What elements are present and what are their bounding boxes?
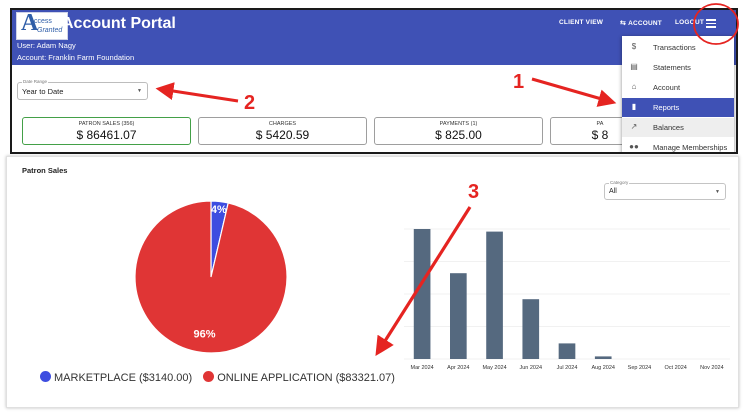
patron-sales-pie-chart: 4% 96%: [134, 200, 288, 354]
dollar-circle-icon: $: [631, 42, 637, 51]
hamburger-icon: [706, 19, 716, 21]
legend-swatch: [203, 371, 215, 382]
menu-item-reports[interactable]: ▮ Reports: [622, 98, 734, 117]
x-tick-label: Aug 2024: [591, 365, 615, 371]
bar-may-2024[interactable]: [486, 231, 503, 359]
x-tick-label: Mar 2024: [410, 365, 433, 371]
monthly-sales-bar-chart: Mar 2024 Apr 2024 May 2024 Jun 2024 Jul 2024…: [404, 228, 730, 371]
hamburger-menu-button[interactable]: [706, 18, 718, 28]
people-icon: ●●: [629, 142, 639, 151]
menu-item-balances[interactable]: ↗ Balances: [622, 118, 734, 137]
card-value: $ 825.00: [435, 128, 482, 142]
date-range-select[interactable]: Date Range Year to Date ▼: [17, 79, 148, 100]
annotation-number-1: 1: [513, 71, 525, 93]
card-label: PAYMENTS (1): [439, 121, 478, 127]
access-granted-logo[interactable]: A ccess Granted: [16, 10, 68, 40]
user-name: User: Adam Nagy: [17, 41, 76, 50]
annotation-number-2: 2: [244, 92, 256, 114]
bank-icon: ⌂: [631, 82, 637, 91]
pie-slice-label: 4%: [211, 204, 227, 216]
bar-aug-2024[interactable]: [594, 356, 612, 359]
card-label: CHARGES: [268, 121, 297, 127]
bar-apr-2024[interactable]: [450, 273, 467, 359]
patron-sales-screenshot: Patron Sales 4% 96% Category All ▼ Mar 20…: [6, 156, 739, 408]
section-title: Patron Sales: [22, 166, 68, 175]
page-title: Account Portal: [62, 15, 176, 32]
x-tick-label: Jul 2024: [557, 365, 578, 371]
account-name: Account: Franklin Farm Foundation: [17, 53, 135, 62]
category-select[interactable]: Category All ▼: [604, 180, 726, 200]
x-tick-label: Apr 2024: [447, 365, 469, 371]
date-range-value: Year to Date: [22, 87, 64, 96]
pie-slice-label: 96%: [193, 329, 215, 341]
logout-button[interactable]: LOGOUT: [675, 19, 705, 26]
trend-line-icon: ↗: [630, 122, 638, 131]
category-label: Category: [609, 180, 630, 185]
account-button[interactable]: ⇆ ACCOUNT: [620, 20, 662, 27]
payments-card[interactable]: PAYMENTS (1) $ 825.00: [374, 117, 543, 145]
bar-chart-icon: ▮: [631, 102, 637, 111]
card-value: $ 5420.59: [255, 128, 310, 142]
x-tick-label: Oct 2024: [665, 365, 687, 371]
x-tick-label: Nov 2024: [700, 365, 724, 371]
caret-down-icon: ▼: [137, 88, 142, 94]
x-tick-label: Jun 2024: [519, 365, 542, 371]
pie-slice-1[interactable]: [134, 200, 288, 354]
menu-item-account[interactable]: ⌂ Account: [622, 78, 734, 97]
x-tick-label: Sep 2024: [628, 365, 652, 371]
pie-legend: MARKETPLACE ($3140.00) ONLINE APPLICATIO…: [40, 371, 403, 384]
legend-item-marketplace[interactable]: MARKETPLACE ($3140.00): [40, 371, 192, 384]
charges-card[interactable]: CHARGES $ 5420.59: [198, 117, 367, 145]
menu-item-statements[interactable]: ▤ Statements: [630, 62, 691, 72]
legend-item-online-application[interactable]: ONLINE APPLICATION ($83321.07): [203, 371, 395, 384]
menu-item-transactions[interactable]: $ Transactions: [622, 38, 734, 57]
client-view-button[interactable]: CLIENT VIEW: [559, 19, 604, 26]
annotation-number-3: 3: [468, 181, 480, 203]
card-value: $ 86461.07: [76, 128, 137, 142]
app-header: A ccess Granted Account Portal User: Ada…: [12, 10, 736, 65]
card-value: $ 8: [591, 128, 609, 142]
legend-swatch: [40, 371, 51, 382]
account-portal-screenshot: A ccess Granted Account Portal User: Ada…: [10, 8, 738, 154]
card-label: PATRON SALES (356): [78, 121, 135, 127]
date-range-label: Date Range: [22, 79, 49, 84]
swap-icon: ⇆: [620, 20, 627, 27]
patron-sales-card[interactable]: PATRON SALES (356) $ 86461.07: [22, 117, 191, 145]
bar-mar-2024[interactable]: [413, 229, 431, 359]
category-value: All: [609, 188, 617, 195]
x-tick-label: May 2024: [482, 365, 506, 371]
card-label: PA: [596, 121, 604, 127]
caret-down-icon: ▼: [715, 189, 720, 195]
document-icon: ▤: [630, 62, 638, 71]
nav-dropdown-menu: $ Transactions ▤ Statements ⌂ Account ▮ …: [622, 36, 734, 152]
menu-item-manage-memberships[interactable]: ●● Manage Memberships: [629, 142, 728, 152]
bar-jun-2024[interactable]: [522, 299, 540, 359]
bar-jul-2024[interactable]: [558, 343, 576, 359]
